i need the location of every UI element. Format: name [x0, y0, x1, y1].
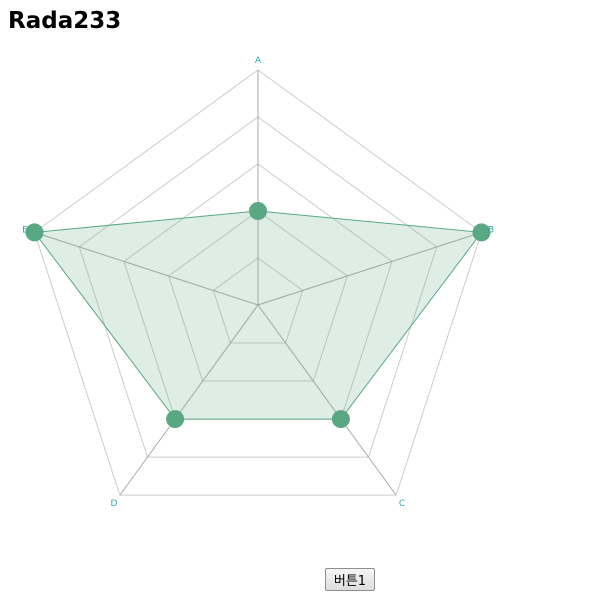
radar-axis-label-d: D: [111, 499, 118, 509]
radar-point-a[interactable]: [249, 202, 267, 220]
radar-axis-labels: A B C D E: [22, 56, 494, 509]
radar-spokes: [34, 70, 482, 496]
radar-spoke-e: [34, 231, 259, 306]
radar-point-b[interactable]: [472, 223, 491, 242]
radar-grid-ring: [33, 69, 483, 496]
radar-spoke-c: [257, 304, 397, 496]
radar-spoke-b: [257, 231, 482, 306]
radar-spoke-d: [119, 304, 259, 496]
radar-series: [25, 202, 491, 429]
radar-axis-label-b: B: [488, 225, 494, 235]
radar-axis-label-a: A: [255, 56, 262, 66]
page-title: Rada233: [8, 8, 122, 34]
radar-chart: A B C D E: [22, 56, 494, 509]
radar-grid-ring: [212, 257, 304, 344]
action-button[interactable]: 버튼1: [325, 568, 375, 591]
radar-point-e[interactable]: [25, 223, 44, 242]
radar-axis-label-e: E: [22, 225, 28, 235]
radar-axis-label-c: C: [399, 499, 405, 509]
radar-series-area: [33, 210, 483, 420]
radar-point-c[interactable]: [331, 410, 350, 429]
radar-point-d[interactable]: [166, 410, 185, 429]
radar-grid-ring: [168, 210, 348, 382]
